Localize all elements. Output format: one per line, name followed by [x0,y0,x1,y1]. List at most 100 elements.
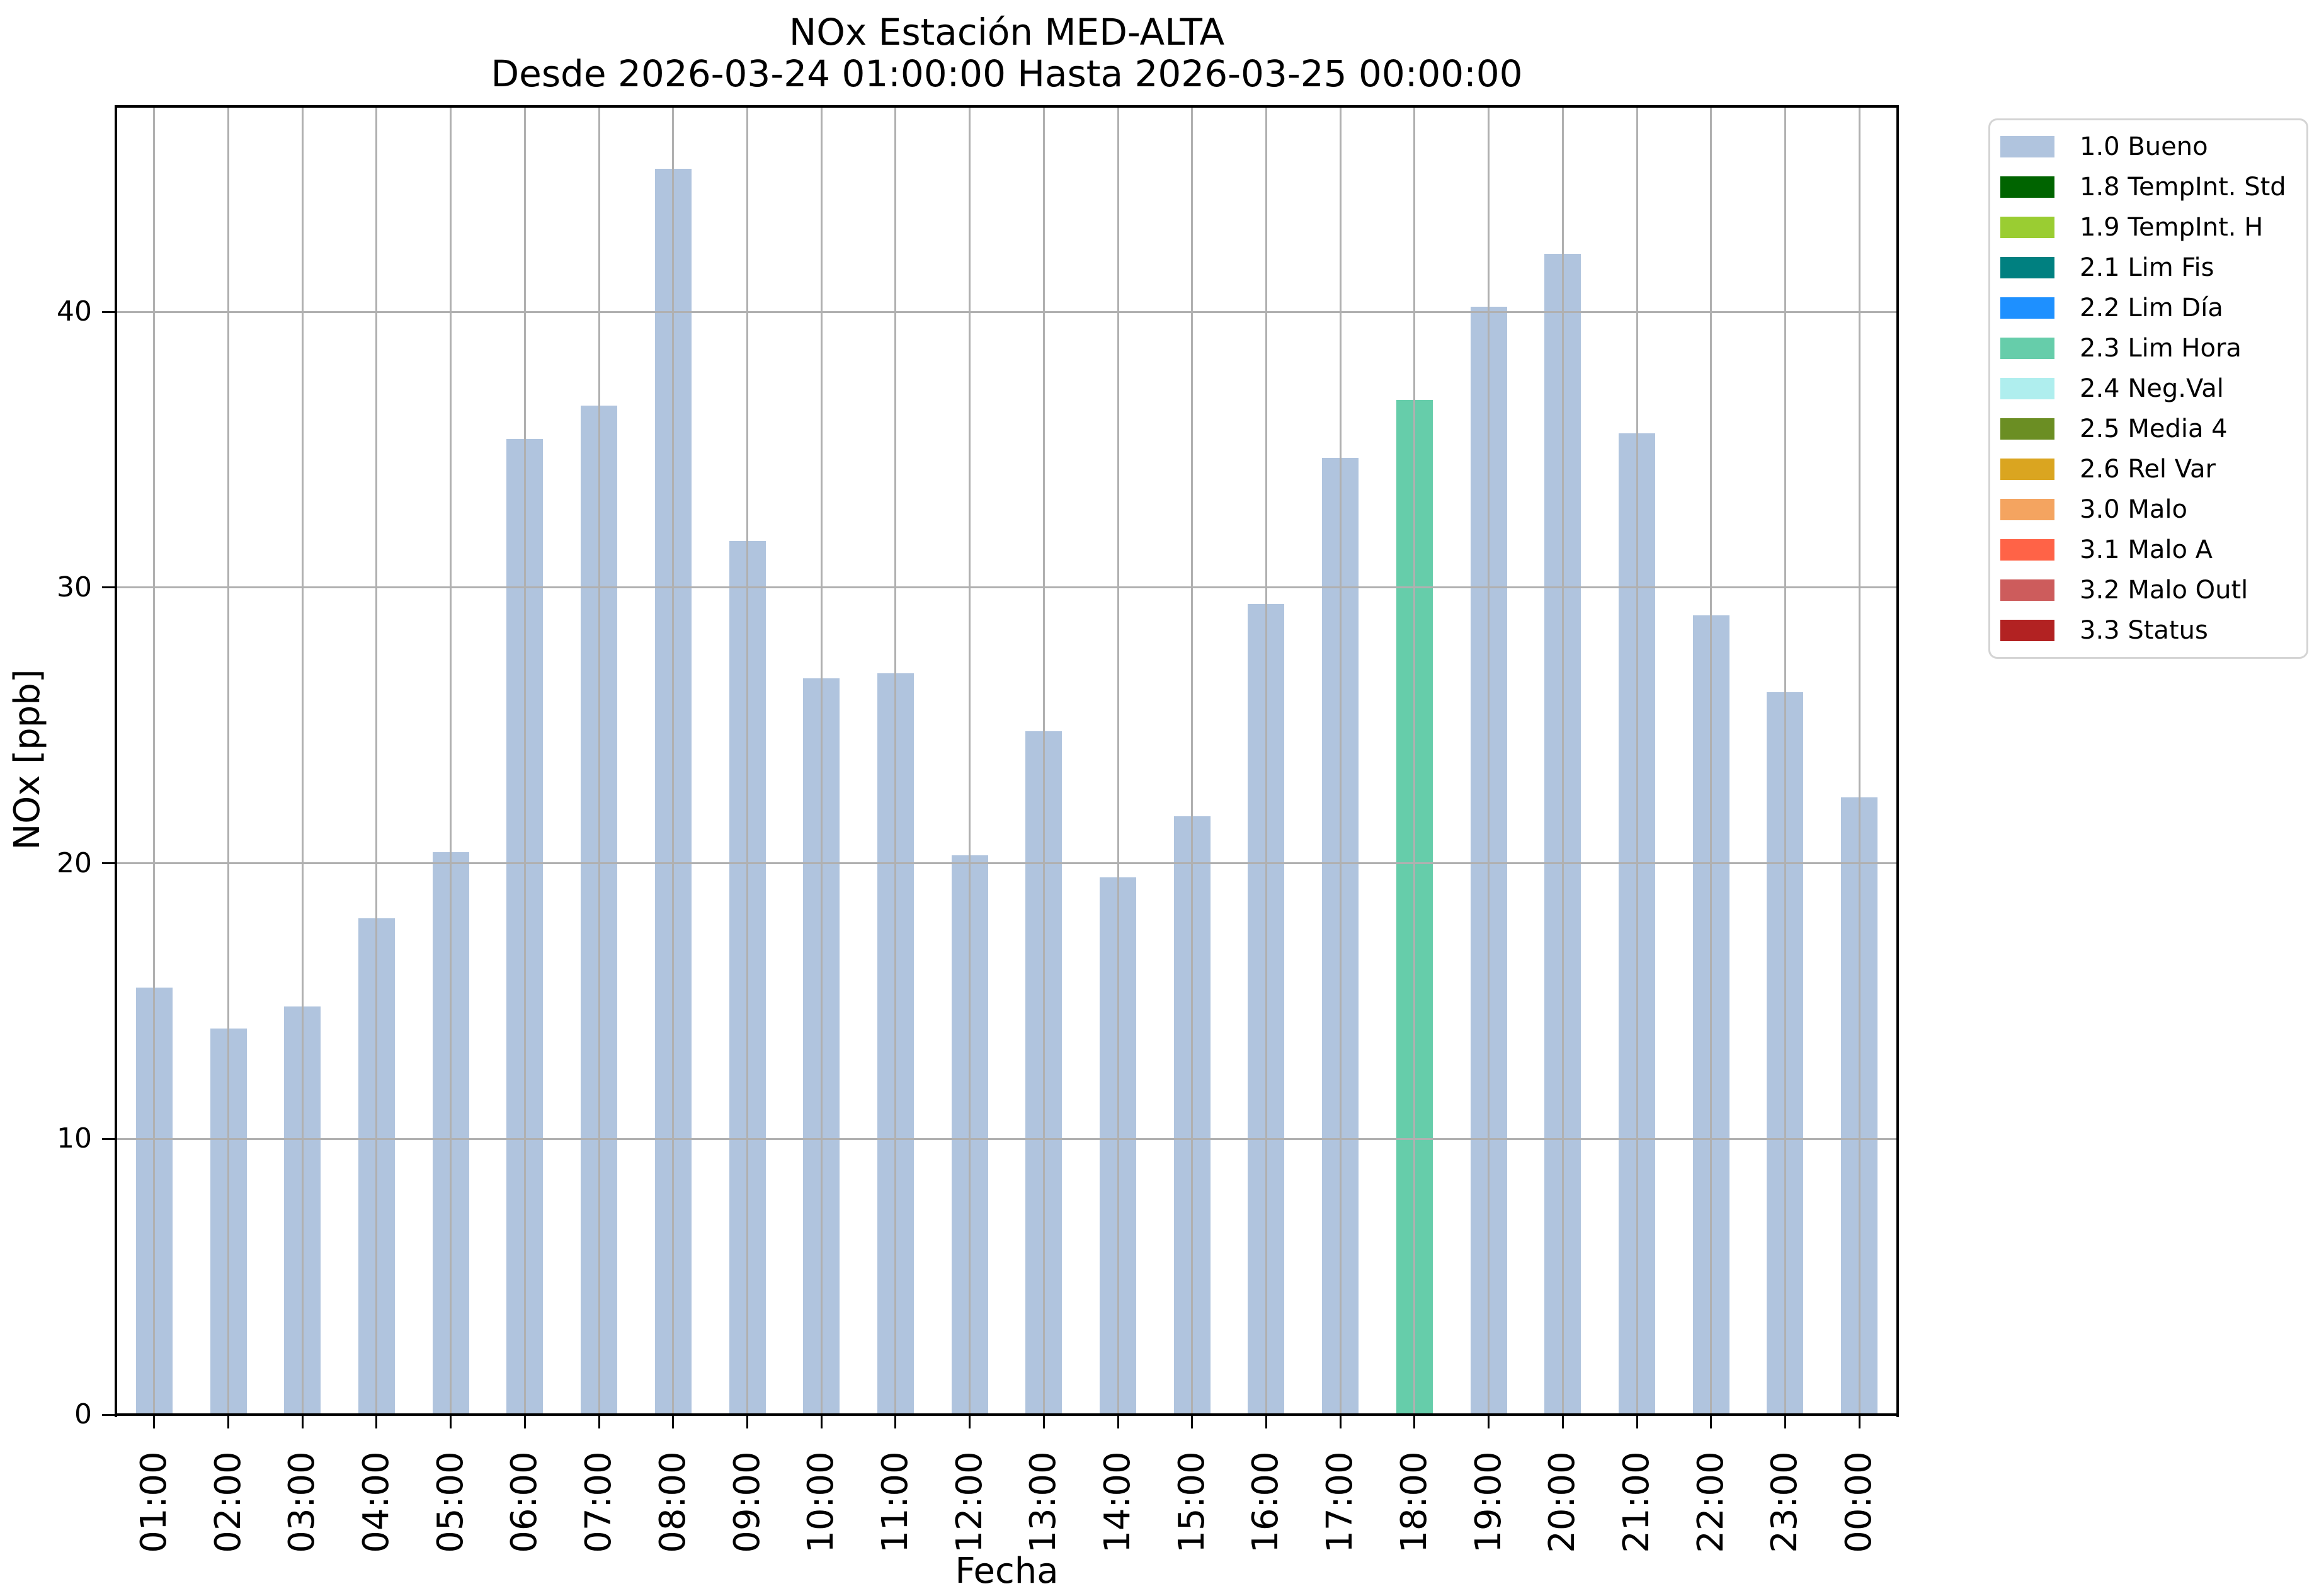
chart-title: NOx Estación MED-ALTA [789,11,1225,54]
legend-item: 2.3 Lim Hora [2000,334,2300,363]
legend-item: 1.8 TempInt. Std [2000,173,2300,202]
legend-label: 2.3 Lim Hora [2080,334,2242,363]
x-gridline [1561,108,1564,1413]
y-tick [102,586,115,589]
legend-item: 2.5 Media 4 [2000,414,2300,443]
legend-label: 2.1 Lim Fis [2080,253,2214,282]
y-tick [102,311,115,313]
legend-swatch [2000,418,2054,440]
y-tick-label: 10 [57,1122,92,1155]
x-tick-label: 02:00 [207,1451,249,1553]
x-gridline [375,108,378,1413]
legend: 1.0 Bueno 1.8 TempInt. Std 1.9 TempInt. H 2… [1988,118,2308,659]
x-tick-label: 01:00 [133,1451,174,1553]
legend-swatch [2000,620,2054,641]
y-gridline [117,586,1896,589]
x-gridline [969,108,971,1413]
axis-spine-bottom [115,1413,1899,1416]
x-gridline [153,108,156,1413]
legend-swatch [2000,297,2054,319]
x-tick-label: 18:00 [1393,1451,1435,1553]
x-tick-label: 04:00 [355,1451,397,1553]
x-tick-label: 06:00 [504,1451,545,1553]
x-tick [1858,1416,1860,1428]
x-tick-label: 00:00 [1838,1451,1880,1553]
x-tick [1265,1416,1267,1428]
legend-label: 3.2 Malo Outl [2080,576,2248,605]
x-tick-label: 03:00 [282,1451,323,1553]
axis-spine-top [115,105,1899,108]
x-tick-label: 11:00 [874,1451,916,1553]
y-tick-label: 0 [74,1398,92,1430]
legend-swatch [2000,539,2054,561]
x-gridline [672,108,675,1413]
x-tick [301,1416,304,1428]
y-tick [102,1413,115,1416]
legend-item: 2.4 Neg.Val [2000,374,2300,403]
x-gridline [1191,108,1194,1413]
x-tick [1191,1416,1194,1428]
x-tick [1117,1416,1119,1428]
legend-item: 2.1 Lim Fis [2000,253,2300,282]
x-tick-label: 23:00 [1764,1451,1806,1553]
legend-swatch [2000,176,2054,198]
x-tick [1636,1416,1638,1428]
axis-spine-right [1896,105,1899,1417]
x-gridline [1413,108,1416,1413]
chart-subtitle: Desde 2026-03-24 01:00:00 Hasta 2026-03-… [491,52,1523,95]
x-gridline [1858,108,1860,1413]
legend-item: 1.0 Bueno [2000,132,2300,161]
legend-swatch [2000,136,2054,157]
y-tick-label: 20 [57,846,92,879]
x-tick [375,1416,378,1428]
x-gridline [523,108,526,1413]
legend-label: 2.6 Rel Var [2080,455,2216,484]
legend-label: 1.8 TempInt. Std [2080,173,2286,202]
x-tick [227,1416,230,1428]
x-tick [1488,1416,1490,1428]
legend-label: 2.5 Media 4 [2080,414,2228,443]
y-gridline [117,862,1896,865]
x-tick-label: 19:00 [1467,1451,1509,1553]
legend-swatch [2000,459,2054,480]
x-tick-label: 17:00 [1319,1451,1361,1553]
x-tick [894,1416,897,1428]
y-tick-label: 30 [57,571,92,603]
x-tick [153,1416,156,1428]
legend-label: 3.1 Malo A [2080,535,2213,564]
x-tick-label: 15:00 [1171,1451,1212,1553]
x-tick [598,1416,600,1428]
x-tick [1042,1416,1045,1428]
y-gridline [117,311,1896,313]
legend-label: 2.4 Neg.Val [2080,374,2224,403]
legend-swatch [2000,217,2054,238]
legend-item: 1.9 TempInt. H [2000,213,2300,242]
x-tick [1561,1416,1564,1428]
legend-item: 3.0 Malo [2000,495,2300,524]
x-tick-label: 16:00 [1245,1451,1287,1553]
x-gridline [227,108,230,1413]
y-gridline [117,1137,1896,1140]
legend-label: 3.3 Status [2080,616,2208,645]
legend-label: 1.9 TempInt. H [2080,213,2264,242]
x-tick [450,1416,452,1428]
legend-swatch [2000,579,2054,601]
x-gridline [746,108,749,1413]
legend-label: 1.0 Bueno [2080,132,2208,161]
x-tick [1784,1416,1786,1428]
x-gridline [450,108,452,1413]
legend-swatch [2000,499,2054,520]
axis-spine-left [115,105,117,1417]
x-gridline [1339,108,1342,1413]
x-gridline [1117,108,1119,1413]
x-tick-label: 07:00 [578,1451,620,1553]
legend-swatch [2000,257,2054,278]
title-block: NOx Estación MED-ALTA Desde 2026-03-24 0… [117,11,1896,94]
x-tick-label: 09:00 [726,1451,768,1553]
x-gridline [1636,108,1638,1413]
x-gridline [301,108,304,1413]
x-gridline [1710,108,1712,1413]
legend-item: 2.2 Lim Día [2000,294,2300,322]
y-tick [102,1137,115,1140]
